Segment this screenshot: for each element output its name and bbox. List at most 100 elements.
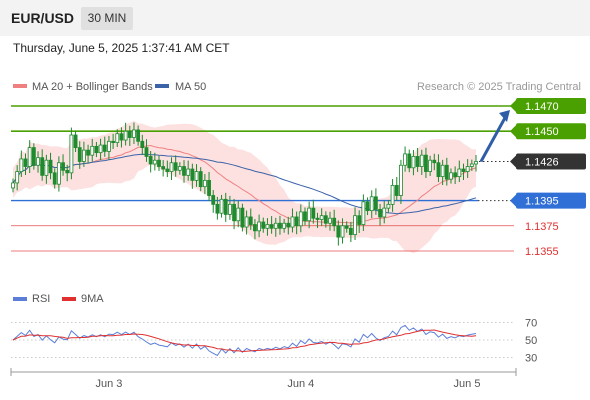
candle-body <box>98 144 103 154</box>
candle-body <box>157 159 161 167</box>
candle <box>394 176 399 201</box>
candle-body <box>303 211 307 222</box>
candle-body <box>261 221 266 229</box>
candle <box>102 136 107 157</box>
candle-body <box>286 222 291 228</box>
candle-body <box>111 140 116 143</box>
candle <box>424 147 428 178</box>
candle <box>361 194 366 231</box>
candle-body <box>19 158 24 172</box>
candle <box>340 218 345 244</box>
candle-body <box>232 203 236 222</box>
candle <box>232 198 236 230</box>
candle <box>390 179 395 212</box>
candle-body <box>52 172 57 185</box>
candle <box>457 160 462 183</box>
interval-button[interactable]: 30 MIN <box>81 7 133 30</box>
candle <box>415 147 420 172</box>
candle-body <box>373 196 378 210</box>
candle <box>52 168 57 189</box>
candle <box>465 159 470 178</box>
candle-body <box>386 203 391 209</box>
candle <box>474 155 478 172</box>
candle-body <box>361 201 366 225</box>
candle <box>332 209 337 232</box>
candle-body <box>394 185 399 196</box>
candle-body <box>182 166 186 176</box>
candle-body <box>265 224 270 229</box>
level-tag-pointer <box>510 125 516 138</box>
rsi-ma-line <box>12 329 477 353</box>
candle-body <box>115 133 120 143</box>
level-label: 1.1355 <box>525 246 559 258</box>
candle <box>403 146 407 172</box>
candle-body <box>44 159 49 176</box>
candle <box>223 192 228 222</box>
rsi-line <box>12 324 477 357</box>
candle-body <box>40 157 45 176</box>
candle-body <box>36 157 40 166</box>
candle-body <box>257 221 261 232</box>
candle-body <box>23 158 28 167</box>
candle <box>161 160 166 177</box>
candle-body <box>311 207 316 219</box>
candle-body <box>107 140 111 152</box>
level-label: 1.1426 <box>525 156 559 168</box>
candle-body <box>207 179 211 196</box>
candle-body <box>415 156 420 167</box>
candle-body <box>403 153 407 166</box>
ma50-legend-label: MA 50 <box>175 81 206 93</box>
level-tag-pointer <box>510 194 516 207</box>
candle <box>107 135 111 160</box>
candle <box>303 207 307 226</box>
candle <box>265 218 270 236</box>
candle-body <box>148 156 153 165</box>
level-tag-pointer <box>510 100 516 112</box>
candle-body <box>11 182 15 189</box>
candle-body <box>140 140 145 149</box>
candle <box>169 157 174 181</box>
candle-body <box>244 216 249 228</box>
candle-body <box>90 145 95 156</box>
candle <box>449 168 453 184</box>
candle-body <box>132 129 136 138</box>
level-label: 1.1470 <box>525 101 559 113</box>
candle <box>286 216 291 235</box>
candle-body <box>424 154 428 172</box>
candle <box>419 149 424 175</box>
candle <box>48 152 53 180</box>
candle <box>428 155 433 176</box>
candle-body <box>332 217 337 227</box>
candle <box>69 127 74 180</box>
candle-body <box>169 162 174 172</box>
candle <box>236 200 241 228</box>
candle <box>269 216 274 234</box>
candle <box>311 199 316 224</box>
candle <box>77 141 82 169</box>
candle <box>453 166 458 185</box>
candle <box>444 157 449 186</box>
candle <box>165 160 170 177</box>
candle-body <box>407 153 412 169</box>
candle <box>73 130 78 153</box>
candle-body <box>440 164 445 178</box>
candle <box>127 125 132 146</box>
candle-body <box>294 216 299 227</box>
symbol-title: EUR/USD <box>11 10 75 26</box>
candle <box>244 210 249 235</box>
candle-body <box>173 162 178 171</box>
time-axis-label: Jun 4 <box>287 378 314 390</box>
candle <box>27 140 32 173</box>
candle <box>348 221 353 243</box>
candle-body <box>86 149 90 156</box>
candle-body <box>344 225 349 229</box>
candle <box>177 162 182 175</box>
candle <box>344 221 349 233</box>
candle <box>328 211 332 231</box>
candle-body <box>436 162 441 178</box>
candle <box>152 152 157 171</box>
candle-body <box>307 207 312 222</box>
candle <box>186 160 191 181</box>
candle <box>15 165 20 191</box>
candle-body <box>177 166 182 171</box>
